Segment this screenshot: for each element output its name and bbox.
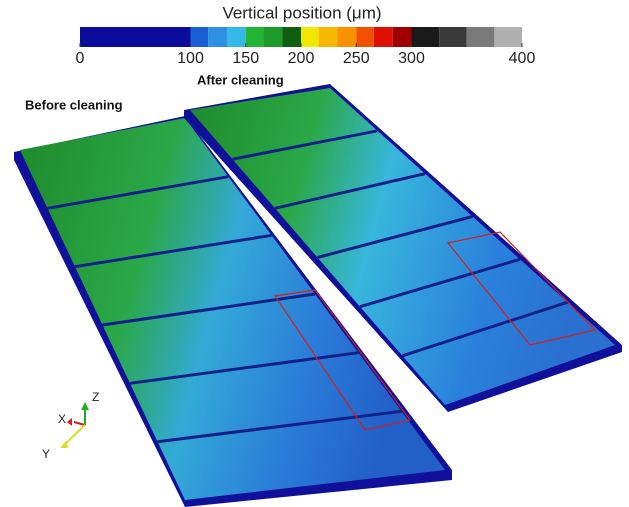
colorbar-tick-label: 300 — [398, 50, 425, 67]
axis-label: Z — [92, 390, 99, 404]
colorbar-segment — [393, 27, 412, 47]
colorbar: 0 100 150 200 250 300 400 — [76, 27, 536, 67]
colorbar-segment — [467, 27, 495, 47]
colorbar-segment — [191, 27, 209, 47]
colorbar-segment — [263, 27, 282, 47]
axis-label: Y — [42, 447, 50, 461]
colorbar-tick-label: 0 — [76, 50, 85, 67]
colorbar-tick-label: 100 — [177, 50, 204, 67]
colorbar-segment — [337, 27, 356, 47]
colorbar-segment — [412, 27, 440, 47]
colorbar-tick-label: 150 — [232, 50, 259, 67]
colorbar-title: Vertical position (μm) — [222, 3, 381, 22]
colorbar-segment — [301, 27, 319, 47]
panel-label: Before cleaning — [25, 97, 123, 112]
colorbar-segment — [439, 27, 467, 47]
colorbar-segment — [374, 27, 393, 47]
colorbar-segment — [246, 27, 264, 47]
colorbar-segment — [227, 27, 246, 47]
panel-label: After cleaning — [197, 72, 284, 87]
colorbar-segment — [356, 27, 374, 47]
colorbar-segment — [494, 27, 522, 47]
colorbar-segment — [319, 27, 338, 47]
colorbar-segment — [282, 27, 301, 47]
colorbar-tick-label: 400 — [509, 50, 536, 67]
colorbar-segment — [208, 27, 227, 47]
axis-label: X — [58, 412, 66, 426]
orientation-axes: Z X Y — [42, 390, 99, 461]
colorbar-tick-label: 200 — [288, 50, 315, 67]
colorbar-segment — [80, 27, 191, 47]
figure: Vertical position (μm) 0 100 150 200 250 300 4… — [0, 0, 629, 507]
colorbar-tick-label: 250 — [343, 50, 370, 67]
